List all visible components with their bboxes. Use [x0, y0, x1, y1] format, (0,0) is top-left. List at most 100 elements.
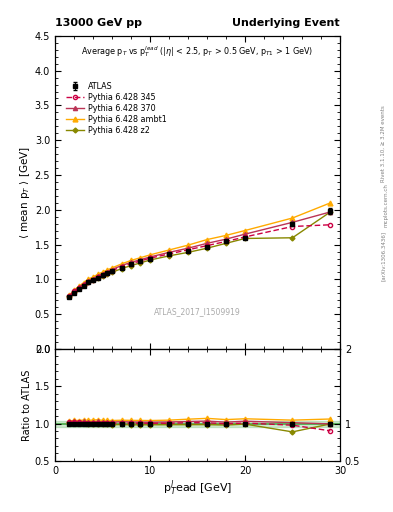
Pythia 6.428 345 — [100, 272, 105, 278]
Pythia 6.428 345 — [205, 243, 209, 249]
Pythia 6.428 ambt1 — [119, 261, 124, 267]
Pythia 6.428 z2 — [138, 260, 143, 266]
Pythia 6.428 ambt1 — [86, 276, 91, 282]
Pythia 6.428 345 — [91, 276, 95, 283]
Legend: ATLAS, Pythia 6.428 345, Pythia 6.428 370, Pythia 6.428 ambt1, Pythia 6.428 z2: ATLAS, Pythia 6.428 345, Pythia 6.428 37… — [65, 80, 169, 137]
Line: Pythia 6.428 z2: Pythia 6.428 z2 — [68, 210, 332, 298]
Pythia 6.428 345 — [67, 293, 72, 299]
Pythia 6.428 370 — [67, 293, 72, 299]
Pythia 6.428 z2 — [76, 285, 81, 291]
Pythia 6.428 z2 — [105, 271, 110, 277]
Pythia 6.428 ambt1 — [205, 237, 209, 243]
Pythia 6.428 345 — [185, 247, 190, 253]
Pythia 6.428 ambt1 — [148, 252, 152, 258]
Pythia 6.428 345 — [138, 258, 143, 264]
Text: Rivet 3.1.10, ≥ 3.2M events: Rivet 3.1.10, ≥ 3.2M events — [381, 105, 386, 182]
Pythia 6.428 ambt1 — [185, 242, 190, 248]
Pythia 6.428 z2 — [91, 277, 95, 283]
Pythia 6.428 z2 — [224, 240, 228, 246]
Pythia 6.428 ambt1 — [95, 271, 100, 278]
Text: 13000 GeV pp: 13000 GeV pp — [55, 18, 142, 28]
Pythia 6.428 ambt1 — [81, 280, 86, 286]
Line: Pythia 6.428 370: Pythia 6.428 370 — [67, 210, 332, 298]
Pythia 6.428 ambt1 — [224, 232, 228, 239]
Pythia 6.428 ambt1 — [328, 200, 333, 206]
Pythia 6.428 370 — [242, 231, 247, 237]
Pythia 6.428 370 — [76, 284, 81, 290]
Pythia 6.428 z2 — [81, 282, 86, 288]
Pythia 6.428 345 — [86, 279, 91, 285]
Pythia 6.428 345 — [76, 285, 81, 291]
Pythia 6.428 345 — [290, 223, 295, 229]
Pythia 6.428 z2 — [148, 257, 152, 263]
Pythia 6.428 ambt1 — [110, 265, 114, 271]
Text: ATLAS_2017_I1509919: ATLAS_2017_I1509919 — [154, 307, 241, 316]
Pythia 6.428 370 — [290, 219, 295, 225]
Pythia 6.428 z2 — [167, 253, 171, 259]
Pythia 6.428 345 — [72, 288, 76, 294]
Pythia 6.428 ambt1 — [76, 283, 81, 289]
Pythia 6.428 ambt1 — [167, 247, 171, 253]
Pythia 6.428 345 — [110, 268, 114, 274]
Y-axis label: $\langle$ mean p$_T$ $\rangle$ [GeV]: $\langle$ mean p$_T$ $\rangle$ [GeV] — [18, 146, 32, 239]
Text: [arXiv:1306.3436]: [arXiv:1306.3436] — [381, 231, 386, 281]
Bar — [55, 420, 340, 426]
Text: Average p$_T$ vs p$_T^{lead}$ (|$\eta$| < 2.5, p$_T$ > 0.5 GeV, p$_{T1}$ > 1 GeV: Average p$_T$ vs p$_T^{lead}$ (|$\eta$| … — [81, 44, 314, 58]
Pythia 6.428 z2 — [95, 275, 100, 281]
Pythia 6.428 370 — [110, 266, 114, 272]
Pythia 6.428 z2 — [328, 209, 333, 215]
Line: Pythia 6.428 ambt1: Pythia 6.428 ambt1 — [67, 200, 333, 298]
Pythia 6.428 370 — [105, 268, 110, 274]
Pythia 6.428 z2 — [290, 234, 295, 241]
Pythia 6.428 z2 — [119, 266, 124, 272]
Pythia 6.428 ambt1 — [105, 267, 110, 273]
Pythia 6.428 345 — [81, 282, 86, 288]
Pythia 6.428 370 — [129, 259, 133, 265]
Pythia 6.428 370 — [167, 249, 171, 255]
Pythia 6.428 345 — [328, 222, 333, 228]
Pythia 6.428 370 — [148, 254, 152, 260]
Pythia 6.428 370 — [86, 278, 91, 284]
Pythia 6.428 345 — [105, 270, 110, 276]
Pythia 6.428 z2 — [110, 269, 114, 275]
Pythia 6.428 z2 — [242, 236, 247, 242]
Text: Underlying Event: Underlying Event — [232, 18, 340, 28]
Pythia 6.428 345 — [148, 255, 152, 261]
Pythia 6.428 z2 — [185, 249, 190, 255]
Pythia 6.428 370 — [100, 271, 105, 277]
Pythia 6.428 345 — [242, 234, 247, 240]
Pythia 6.428 370 — [224, 236, 228, 242]
Pythia 6.428 370 — [185, 245, 190, 251]
Pythia 6.428 345 — [119, 264, 124, 270]
Pythia 6.428 ambt1 — [138, 254, 143, 261]
Pythia 6.428 345 — [95, 274, 100, 281]
Text: mcplots.cern.ch: mcplots.cern.ch — [384, 183, 389, 227]
Pythia 6.428 370 — [91, 275, 95, 282]
Pythia 6.428 z2 — [100, 273, 105, 279]
Pythia 6.428 ambt1 — [129, 258, 133, 264]
Pythia 6.428 z2 — [86, 279, 91, 285]
Pythia 6.428 370 — [205, 240, 209, 246]
Pythia 6.428 370 — [328, 209, 333, 215]
Pythia 6.428 370 — [95, 273, 100, 279]
Pythia 6.428 345 — [129, 261, 133, 267]
Pythia 6.428 345 — [224, 239, 228, 245]
Pythia 6.428 ambt1 — [290, 215, 295, 221]
Y-axis label: Ratio to ATLAS: Ratio to ATLAS — [22, 369, 32, 440]
Pythia 6.428 345 — [167, 251, 171, 257]
Pythia 6.428 370 — [138, 257, 143, 263]
Pythia 6.428 ambt1 — [72, 287, 76, 293]
Line: Pythia 6.428 345: Pythia 6.428 345 — [67, 223, 332, 298]
X-axis label: p$_T^l$ead [GeV]: p$_T^l$ead [GeV] — [163, 478, 232, 498]
Pythia 6.428 ambt1 — [91, 274, 95, 280]
Pythia 6.428 370 — [72, 288, 76, 294]
Pythia 6.428 370 — [81, 281, 86, 287]
Pythia 6.428 ambt1 — [100, 269, 105, 275]
Pythia 6.428 370 — [119, 263, 124, 269]
Pythia 6.428 z2 — [129, 263, 133, 269]
Pythia 6.428 ambt1 — [67, 292, 72, 298]
Pythia 6.428 z2 — [72, 289, 76, 295]
Pythia 6.428 z2 — [205, 245, 209, 251]
Pythia 6.428 ambt1 — [242, 227, 247, 233]
Pythia 6.428 z2 — [67, 293, 72, 299]
